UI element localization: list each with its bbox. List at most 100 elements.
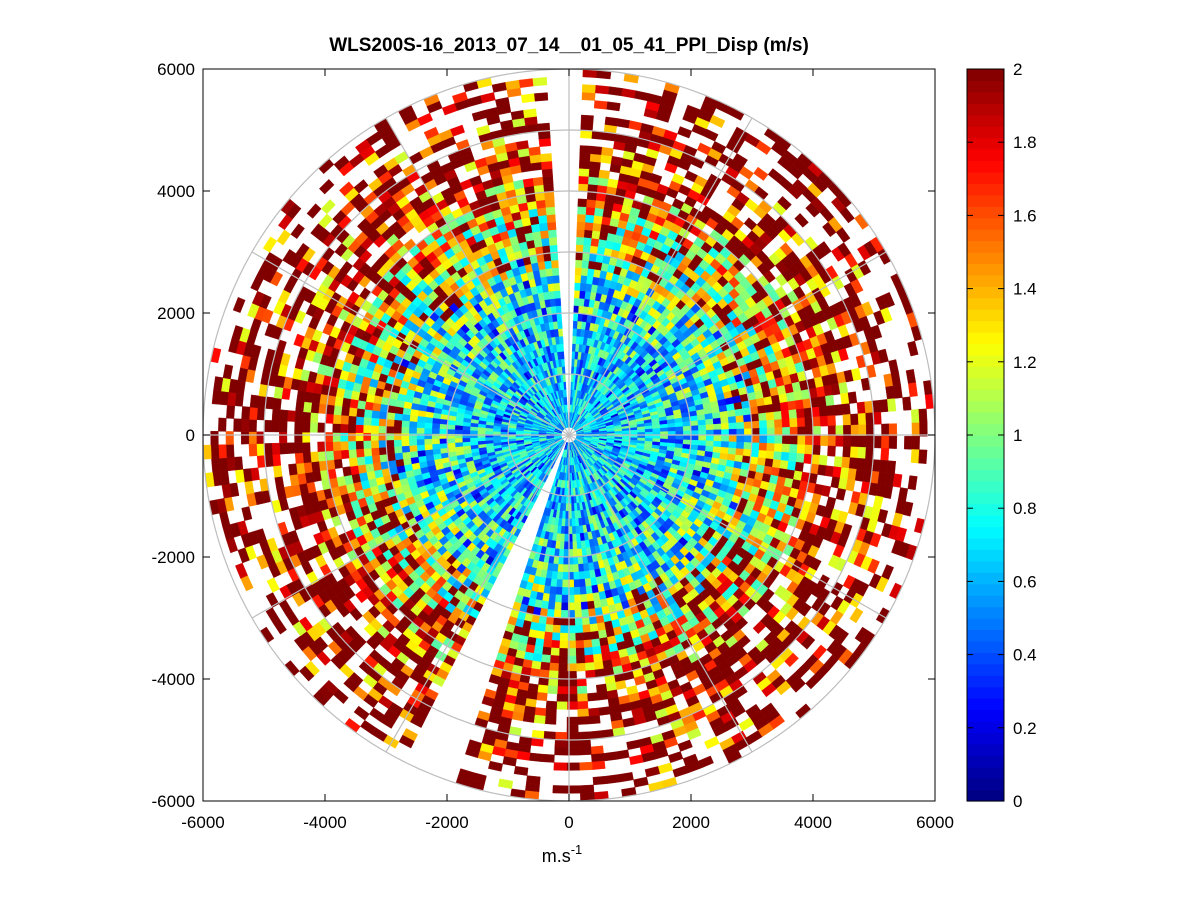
ppi-cell (796, 408, 805, 419)
ppi-cell (842, 446, 852, 458)
ppi-cell (550, 578, 558, 588)
ppi-cell (574, 274, 582, 284)
ppi-cell (364, 401, 374, 411)
ppi-cell (781, 418, 791, 428)
ppi-cell (582, 624, 591, 634)
ppi-cell (558, 648, 568, 657)
ppi-cell (705, 435, 715, 442)
ppi-cell (758, 442, 768, 452)
ppi-cell (765, 450, 775, 460)
ppi-cell (371, 409, 381, 419)
ppi-cell (393, 445, 403, 454)
ppi-cell (574, 267, 583, 276)
ppi-cell (274, 476, 285, 489)
ppi-cell (892, 384, 903, 399)
ppi-cell (551, 632, 561, 641)
ppi-cell (248, 431, 257, 445)
ppi-cell (704, 413, 714, 420)
ppi-cell (561, 579, 569, 588)
ppi-cell (408, 426, 417, 434)
ppi-cell (675, 435, 684, 441)
ppi-cell (794, 213, 809, 228)
ppi-cell (880, 307, 893, 323)
ppi-cell (576, 540, 582, 550)
ppi-cell (548, 593, 556, 603)
ppi-cell (218, 417, 227, 432)
ppi-cell (750, 449, 760, 458)
ppi-cell (727, 416, 737, 424)
ppi-cell (364, 455, 374, 465)
ppi-cell (574, 282, 581, 291)
ppi-cell (355, 432, 364, 442)
ppi-cell (528, 752, 543, 762)
ppi-cell (310, 461, 321, 473)
ppi-cell (649, 173, 663, 185)
ppi-cell (865, 424, 875, 437)
ppi-cell (564, 526, 569, 535)
ppi-cell (522, 713, 535, 723)
ppi-cell (355, 416, 365, 426)
ppi-cell (378, 446, 388, 456)
ppi-cell (750, 413, 760, 422)
ppi-cell (408, 433, 417, 440)
ppi-cell (766, 443, 775, 452)
ppi-cell (576, 685, 588, 695)
ppi-cell (294, 452, 304, 464)
ppi-cell (588, 260, 597, 270)
ppi-cell (827, 415, 836, 427)
ppi-cell (347, 432, 356, 442)
ppi-cell (550, 647, 560, 657)
ppi-cell (340, 406, 350, 416)
ppi-cell (545, 700, 558, 710)
ppi-cell (234, 392, 244, 407)
ppi-cell (580, 609, 590, 618)
ppi-cell (880, 447, 890, 461)
ppi-cell (579, 586, 587, 595)
ppi-cell (865, 435, 875, 449)
ppi-cell (812, 435, 821, 446)
ppi-cell (735, 441, 745, 450)
ppi-cell (356, 407, 365, 418)
ppi-cell (378, 418, 387, 427)
ppi-cell (578, 571, 585, 580)
ppi-cell (378, 439, 387, 448)
ppi-cell (583, 237, 593, 246)
ppi-cell (576, 236, 585, 246)
ppi-cell (697, 440, 707, 447)
ppi-cell (603, 751, 618, 762)
ppi-cell (560, 609, 569, 619)
ppi-cell (870, 324, 883, 340)
ppi-cell (507, 436, 516, 440)
ppi-cell (872, 411, 882, 425)
ppi-cell (241, 406, 251, 420)
ppi-cell (857, 260, 872, 276)
ppi-cell (601, 146, 614, 157)
ppi-cell (703, 128, 719, 142)
ppi-cell (720, 423, 730, 430)
ppi-cell (833, 456, 843, 468)
ppi-cell (286, 442, 296, 454)
ppi-cell (865, 447, 874, 460)
ppi-cell (850, 278, 864, 294)
ppi-cell (271, 408, 281, 422)
ppi-cell (446, 424, 456, 430)
ppi-cell (586, 593, 594, 603)
ppi-cell (577, 708, 589, 718)
ppi-cell (431, 433, 440, 440)
ppi-cell (590, 237, 600, 247)
ppi-cell (362, 432, 371, 441)
ppi-cell (881, 423, 890, 437)
ppi-cell (559, 632, 568, 642)
ppi-cell (332, 423, 341, 433)
ppi-cell (325, 413, 334, 424)
ppi-cell (547, 685, 558, 695)
ppi-cell (553, 762, 567, 771)
ppi-cell (644, 428, 654, 433)
ppi-cell (773, 443, 783, 453)
ppi-cell (817, 395, 827, 408)
ppi-cell (727, 409, 736, 418)
ppi-cell (550, 639, 560, 649)
ppi-cells (203, 69, 935, 801)
ppi-cell (576, 548, 583, 557)
